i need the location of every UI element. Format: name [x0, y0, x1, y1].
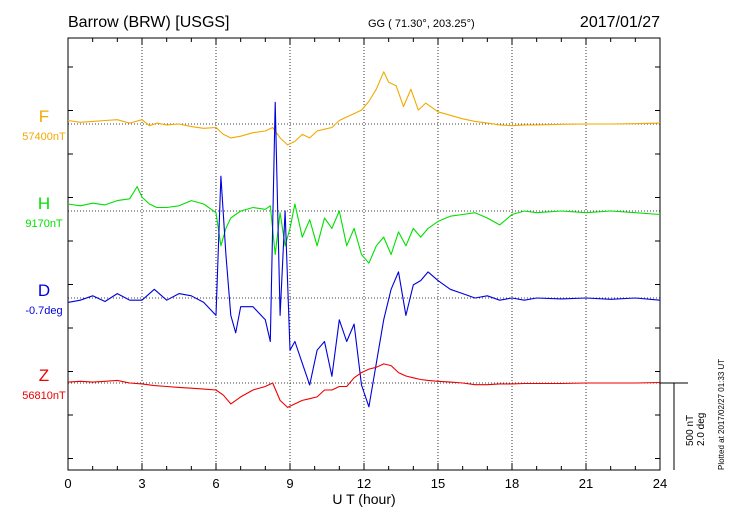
series-line-D: [67, 101, 661, 408]
series-name-Z: Z: [39, 366, 49, 385]
series-name-H: H: [38, 194, 50, 213]
date-label: 2017/01/27: [580, 14, 660, 31]
x-tick-label: 6: [212, 476, 219, 491]
x-tick-label: 18: [505, 476, 519, 491]
series-baseline-D: -0.7deg: [25, 305, 62, 317]
scale-bar: 500 nT 2.0 deg: [660, 382, 707, 470]
data-traces: [67, 71, 661, 408]
series-name-D: D: [38, 281, 50, 300]
series-line-H: [67, 186, 661, 264]
station-title: Barrow (BRW) [USGS]: [68, 14, 230, 31]
x-tick-label: 0: [64, 476, 71, 491]
series-baseline-F: 57400nT: [22, 131, 66, 143]
series-name-F: F: [39, 107, 49, 126]
series-baseline-Z: 56810nT: [22, 390, 66, 402]
series-line-F: [67, 71, 661, 146]
scale-bar-nt-label: 500 nT: [685, 415, 696, 446]
x-axis-label: U T (hour): [332, 491, 395, 507]
x-tick-label: 15: [431, 476, 445, 491]
axis-ticks: [67, 38, 661, 470]
scale-bar-deg-label: 2.0 deg: [696, 413, 707, 446]
x-tick-label: 21: [579, 476, 593, 491]
x-tick-label: 24: [653, 476, 667, 491]
grid-lines: [68, 38, 660, 470]
x-tick-label: 9: [286, 476, 293, 491]
series-labels: F 57400nT H 9170nT D -0.7deg Z 56810nT: [22, 107, 66, 402]
x-tick-label: 12: [357, 476, 371, 491]
series-baseline-H: 9170nT: [25, 218, 63, 230]
x-tick-labels: 0 3 6 9 12 15 18 21 24: [64, 476, 667, 491]
series-line-Z: [67, 363, 661, 408]
station-coords: GG ( 71.30°, 203.25°): [368, 18, 475, 30]
plotted-at-label: Plotted at 2017/02/27 01:33 UT: [717, 359, 726, 470]
x-tick-label: 3: [138, 476, 145, 491]
